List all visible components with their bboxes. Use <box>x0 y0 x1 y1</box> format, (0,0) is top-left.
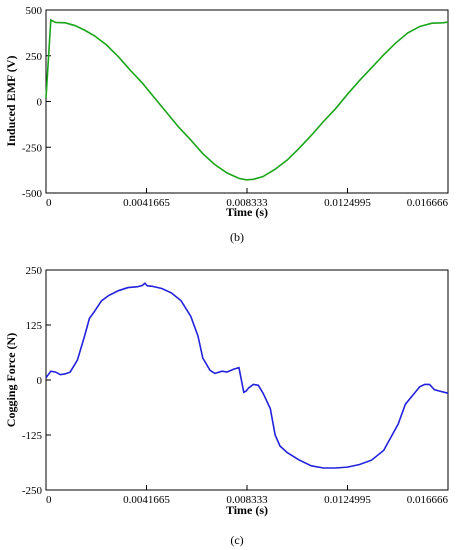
y-axis-label: Induced EMF (V) <box>4 56 18 147</box>
x-tick-label: 0 <box>46 494 52 506</box>
panel-label-c: (c) <box>230 533 243 547</box>
y-tick-label: 250 <box>26 51 43 63</box>
y-tick-label: -500 <box>22 188 43 200</box>
y-tick-label: 500 <box>26 5 43 17</box>
y-tick-label: 250 <box>26 265 43 277</box>
x-tick-label: 0.0041665 <box>123 494 170 506</box>
emf-series-line <box>45 18 449 181</box>
x-tick-label: 0 <box>46 197 52 209</box>
plot-frame <box>45 269 449 491</box>
x-tick-label: 0.0041665 <box>123 197 170 209</box>
x-tick-label: 0.0124995 <box>324 197 371 209</box>
cogging-force-series-line <box>45 282 449 469</box>
y-tick-label: -250 <box>22 485 43 497</box>
x-tick-label: 0.008333 <box>226 494 268 506</box>
y-tick-label: -125 <box>22 430 43 442</box>
plot-frame <box>45 9 449 194</box>
y-tick-label: 0 <box>37 375 43 387</box>
y-ticks: 250 125 0 -125 -250 <box>22 265 51 497</box>
x-tick-label: 0.016666 <box>407 197 449 209</box>
cogging-force-chart: 250 125 0 -125 -250 0 0.0041665 0.008333 0.0124… <box>4 265 449 547</box>
x-axis-label: Time (s) <box>226 205 268 219</box>
x-ticks: 0 0.0041665 0.008333 0.0124995 0.016666 <box>45 188 449 209</box>
x-ticks: 0 0.0041665 0.008333 0.0124995 0.016666 <box>45 485 449 506</box>
x-tick-label: 0.016666 <box>407 494 449 506</box>
y-axis-label: Cogging Force (N) <box>4 333 18 427</box>
x-axis-label: Time (s) <box>226 503 268 517</box>
y-tick-label: 0 <box>37 97 43 109</box>
emf-chart: 500 250 0 -250 -500 0 0.0041665 0.008333 0.0124… <box>4 5 449 244</box>
x-tick-label: 0.0124995 <box>324 494 371 506</box>
y-ticks: 500 250 0 -250 -500 <box>22 5 51 200</box>
x-tick-label: 0.008333 <box>226 197 268 209</box>
panel-label-b: (b) <box>230 230 244 244</box>
y-tick-label: -250 <box>22 142 43 154</box>
y-tick-label: 125 <box>26 320 43 332</box>
